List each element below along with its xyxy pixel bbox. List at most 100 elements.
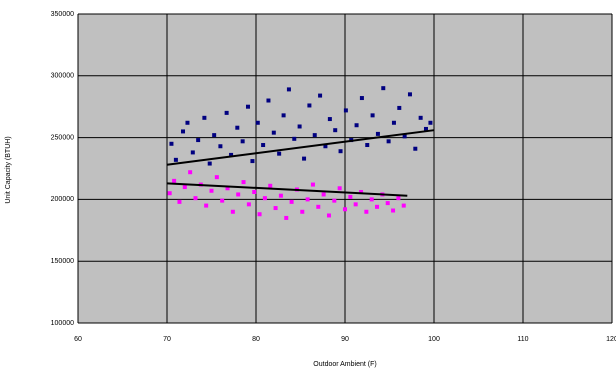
point xyxy=(172,178,177,183)
point xyxy=(252,189,257,194)
point xyxy=(318,93,323,98)
point xyxy=(169,141,174,146)
x-tick-label: 60 xyxy=(74,336,82,343)
point xyxy=(323,144,328,149)
point xyxy=(262,196,267,201)
x-tick-label: 100 xyxy=(428,336,440,343)
point xyxy=(229,152,234,157)
y-tick-label: 350000 xyxy=(51,11,74,18)
point xyxy=(402,134,407,139)
point xyxy=(190,150,195,155)
x-tick-label: 80 xyxy=(252,336,260,343)
point xyxy=(224,110,229,115)
point xyxy=(245,104,250,109)
x-tick-label: 120 xyxy=(606,336,616,343)
point xyxy=(385,201,390,206)
point xyxy=(396,196,401,201)
point xyxy=(220,198,225,203)
point xyxy=(273,206,278,211)
point xyxy=(369,197,374,202)
point xyxy=(240,139,245,144)
point xyxy=(246,202,251,207)
point xyxy=(188,170,193,175)
point xyxy=(268,183,273,188)
point xyxy=(261,143,266,148)
point xyxy=(230,209,235,214)
point xyxy=(364,209,369,214)
point xyxy=(302,156,307,161)
point xyxy=(375,204,380,209)
point xyxy=(300,209,305,214)
point xyxy=(381,86,386,91)
x-tick-label: 70 xyxy=(163,336,171,343)
y-tick-label: 150000 xyxy=(51,258,74,265)
point xyxy=(204,203,209,208)
point xyxy=(209,188,214,193)
point xyxy=(401,203,406,208)
point xyxy=(196,138,201,143)
x-axis-title: Outdoor Ambient (F) xyxy=(313,361,376,368)
point xyxy=(173,157,178,162)
point xyxy=(218,144,223,149)
point xyxy=(286,87,291,92)
point xyxy=(281,113,286,118)
point xyxy=(343,207,347,212)
point xyxy=(332,198,337,203)
point xyxy=(348,194,353,199)
point xyxy=(310,182,315,187)
point xyxy=(292,136,297,141)
point xyxy=(193,196,198,201)
point xyxy=(365,143,370,148)
point xyxy=(353,202,358,207)
point xyxy=(225,186,230,191)
point xyxy=(297,124,302,129)
point xyxy=(182,185,187,190)
point xyxy=(185,120,190,125)
point xyxy=(370,113,375,118)
point xyxy=(354,123,359,128)
point xyxy=(250,159,255,164)
y-tick-label: 300000 xyxy=(51,73,74,80)
point xyxy=(235,125,240,130)
point xyxy=(177,199,182,204)
point xyxy=(343,108,348,113)
point xyxy=(312,133,317,138)
point xyxy=(407,92,412,97)
point xyxy=(289,199,294,204)
point xyxy=(337,186,342,191)
point xyxy=(418,115,423,120)
y-tick-label: 200000 xyxy=(51,196,74,203)
point xyxy=(321,192,326,197)
point xyxy=(359,96,364,101)
point xyxy=(236,192,241,197)
y-tick-label: 250000 xyxy=(51,134,74,141)
point xyxy=(413,146,418,151)
point xyxy=(207,161,212,166)
point xyxy=(375,131,380,136)
x-tick-label: 90 xyxy=(341,336,349,343)
point xyxy=(181,129,186,134)
point xyxy=(327,117,332,122)
point xyxy=(255,120,260,125)
point xyxy=(359,189,364,194)
point xyxy=(266,98,271,103)
point xyxy=(278,193,283,198)
point xyxy=(397,105,402,110)
point xyxy=(428,120,433,125)
point xyxy=(202,115,207,120)
y-axis-title: Unit Capacity (BTUH) xyxy=(5,136,12,203)
point xyxy=(316,204,321,209)
point xyxy=(241,180,246,185)
point xyxy=(284,215,289,220)
y-tick-label: 100000 xyxy=(51,320,74,327)
point xyxy=(212,133,217,138)
point xyxy=(307,103,312,108)
trend-line xyxy=(166,129,435,166)
point xyxy=(386,139,391,144)
point xyxy=(277,151,282,156)
point xyxy=(391,208,396,213)
point xyxy=(333,128,338,133)
point xyxy=(271,130,276,135)
point xyxy=(423,126,428,131)
